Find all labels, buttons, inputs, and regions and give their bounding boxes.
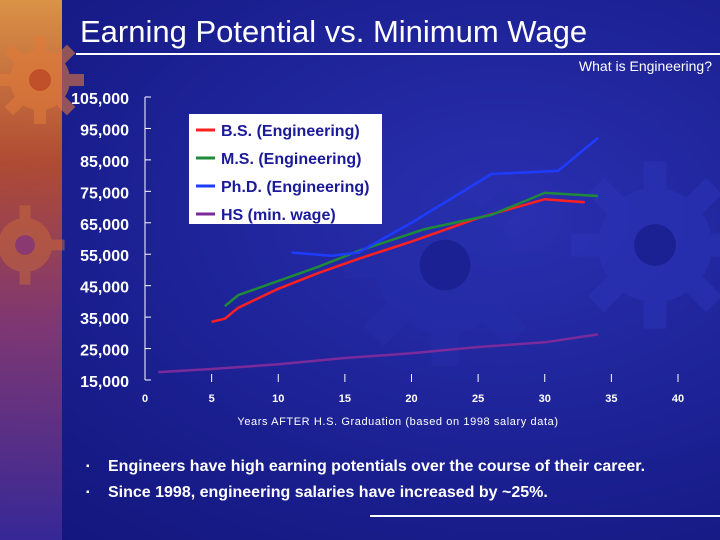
bullet-item: ▪ Since 1998, engineering salaries have … [86, 480, 645, 506]
x-tick-label: 10 [272, 393, 284, 405]
gear-icon [0, 205, 65, 285]
bullet-list: ▪ Engineers have high earning potentials… [86, 454, 645, 506]
legend-label: B.S. (Engineering) [221, 123, 360, 140]
legend-label: Ph.D. (Engineering) [221, 179, 369, 196]
bullet-text: Engineers have high earning potentials o… [108, 458, 646, 475]
slide-subtitle: What is Engineering? [578, 58, 712, 74]
footer-divider [370, 515, 720, 517]
y-tick-label: 95,000 [80, 122, 129, 139]
x-tick-label: 25 [472, 393, 484, 405]
y-tick-label: 15,000 [80, 374, 129, 391]
y-tick-label: 35,000 [80, 311, 129, 328]
series-lines [158, 136, 599, 374]
x-tick-label: 15 [339, 393, 351, 405]
bullet-marker: ▪ [86, 461, 90, 472]
y-tick-label: 25,000 [80, 343, 129, 360]
y-tick-label: 65,000 [80, 217, 129, 234]
x-tick-label: 0 [142, 393, 148, 405]
series-line [224, 191, 599, 308]
x-tick-label: 5 [209, 393, 215, 405]
x-tick-label: 35 [605, 393, 617, 405]
slide-title: Earning Potential vs. Minimum Wage [80, 14, 588, 49]
bullet-marker: ▪ [86, 487, 90, 498]
chart-legend: B.S. (Engineering) M.S. (Engineering) Ph.D… [189, 114, 382, 224]
x-axis: 0 5 10 15 20 25 30 35 40 [142, 374, 684, 405]
legend-label: HS (min. wage) [221, 207, 336, 224]
x-tick-label: 40 [672, 393, 684, 405]
y-tick-label: 85,000 [80, 154, 129, 171]
y-tick-label: 105,000 [71, 91, 129, 108]
y-axis: 15,000 25,000 35,000 45,000 55,000 65,000 75,0… [71, 91, 151, 391]
salary-line-chart: 15,000 25,000 35,000 45,000 55,000 65,000 75,0… [71, 91, 684, 428]
legend-box [189, 114, 382, 224]
legend-label: M.S. (Engineering) [221, 151, 361, 168]
series-line [291, 136, 599, 258]
x-axis-label: Years AFTER H.S. Graduation (based on 19… [237, 416, 558, 428]
y-tick-label: 75,000 [80, 185, 129, 202]
y-tick-label: 45,000 [80, 280, 129, 297]
series-line [158, 333, 599, 374]
gear-icon [0, 36, 84, 124]
x-tick-label: 30 [539, 393, 551, 405]
bullet-item: ▪ Engineers have high earning potentials… [86, 454, 645, 480]
title-divider [76, 53, 720, 55]
bullet-text: Since 1998, engineering salaries have in… [108, 484, 548, 501]
x-tick-label: 20 [405, 393, 417, 405]
y-tick-label: 55,000 [80, 248, 129, 265]
series-line [211, 197, 585, 324]
gear-icon [571, 161, 720, 329]
